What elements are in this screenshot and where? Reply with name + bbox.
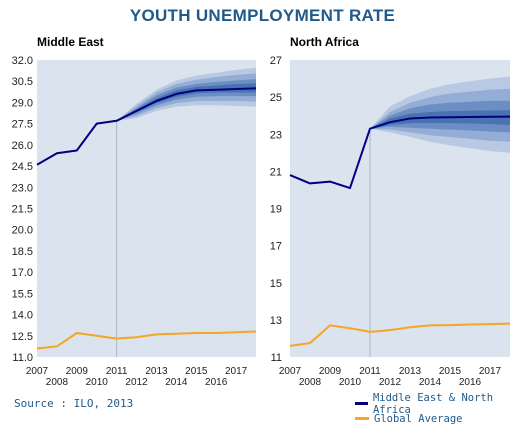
- panel-1-y-tick-label: 18.5: [12, 246, 33, 258]
- legend-label-global: Global Average: [374, 412, 463, 425]
- panel-1-x-tick-label: 2009: [66, 366, 89, 377]
- panel-1-y-tick-label: 11.0: [12, 352, 33, 364]
- panel-1-y-tick-label: 21.5: [12, 204, 33, 216]
- panel-1-x-tick-label: 2012: [125, 377, 148, 388]
- panel-1-forecast-band-4: [116, 83, 256, 121]
- panel-2-y-tick-label: 11: [271, 352, 282, 364]
- legend-swatch-global: [355, 417, 369, 420]
- legend-item-global: Global Average: [355, 411, 525, 426]
- panel-2-x-tick-label: 2008: [299, 377, 322, 388]
- panel-2-y-tick-label: 21: [270, 166, 282, 178]
- panel-2-series-line-global: [289, 322, 511, 347]
- panel-2-x-tick-label: 2017: [479, 366, 502, 377]
- panel-2-y-tick-label: 27: [270, 55, 282, 67]
- panel-1-series-line-global: [36, 330, 257, 350]
- panel-1-x-tick-label: 2014: [165, 377, 188, 388]
- panel-2-y-tick-label: 17: [270, 241, 282, 253]
- panel-2-series-line-mena: [289, 115, 511, 190]
- panel-1-y-tick-label: 27.5: [12, 119, 33, 131]
- panel-2-forecast-band-4: [370, 110, 510, 129]
- panel-2-x-tick-label: 2015: [439, 366, 462, 377]
- panel-2-x-tick-label: 2009: [319, 366, 342, 377]
- panel-2-y-tick-label: 23: [270, 129, 282, 141]
- panel-1-y-tick-label: 14.0: [12, 310, 33, 322]
- panel-1-x-tick-label: 2011: [106, 366, 128, 377]
- panel-2-x-tick-label: 2016: [459, 377, 482, 388]
- panel-1-y-tick-label: 15.5: [12, 288, 33, 300]
- legend-label-mena: Middle East & North Africa: [372, 391, 494, 416]
- panel-1-y-tick-label: 23.0: [12, 182, 33, 194]
- panel-2-x-tick-label: 2007: [279, 366, 302, 377]
- legend-swatch-mena: [355, 402, 368, 405]
- panel-1-x-tick-label: 2013: [145, 366, 168, 377]
- panel-1-x-tick-label: 2016: [205, 377, 228, 388]
- panel-2-x-tick-label: 2013: [399, 366, 422, 377]
- panel-1-x-tick-label: 2007: [26, 366, 49, 377]
- panel-1-y-tick-label: 29.0: [12, 97, 33, 109]
- panel-2-y-tick-label: 13: [270, 315, 282, 327]
- legend: Middle East & North Africa Global Averag…: [355, 392, 525, 426]
- panel-1-title: Middle East: [37, 35, 104, 49]
- panel-1-y-tick-label: 20.0: [12, 225, 33, 237]
- panel-2-x-tick-label: 2010: [339, 377, 362, 388]
- panel-2-x-tick-label: 2012: [379, 377, 402, 388]
- panel-1-x-tick-label: 2017: [225, 366, 248, 377]
- panel-1-series-line-mena: [36, 87, 257, 166]
- chart-title: YOUTH UNEMPLOYMENT RATE: [129, 6, 396, 25]
- panel-1-x-tick-label: 2015: [185, 366, 208, 377]
- source-note: Source : ILO, 2013: [14, 397, 134, 410]
- panel-1-y-tick-label: 26.0: [12, 140, 33, 152]
- panel-2-y-tick-label: 25: [270, 92, 282, 104]
- panel-2-x-tick-label: 2014: [419, 377, 442, 388]
- panel-2-y-tick-label: 19: [270, 204, 282, 216]
- legend-item-mena: Middle East & North Africa: [355, 392, 525, 416]
- panel-1-y-tick-label: 12.5: [12, 331, 33, 343]
- panel-2-title: North Africa: [290, 35, 359, 49]
- panel-2-x-tick-label: 2011: [359, 366, 381, 377]
- panel-1-y-tick-label: 32.0: [12, 55, 33, 67]
- panel-1-x-tick-label: 2010: [86, 377, 109, 388]
- panel-1-y-tick-label: 17.0: [12, 267, 33, 279]
- panel-1-y-tick-label: 30.5: [12, 76, 33, 88]
- panel-1-x-tick-label: 2008: [46, 377, 69, 388]
- panel-2-y-tick-label: 15: [270, 278, 282, 290]
- panel-1-y-tick-label: 24.5: [12, 161, 33, 173]
